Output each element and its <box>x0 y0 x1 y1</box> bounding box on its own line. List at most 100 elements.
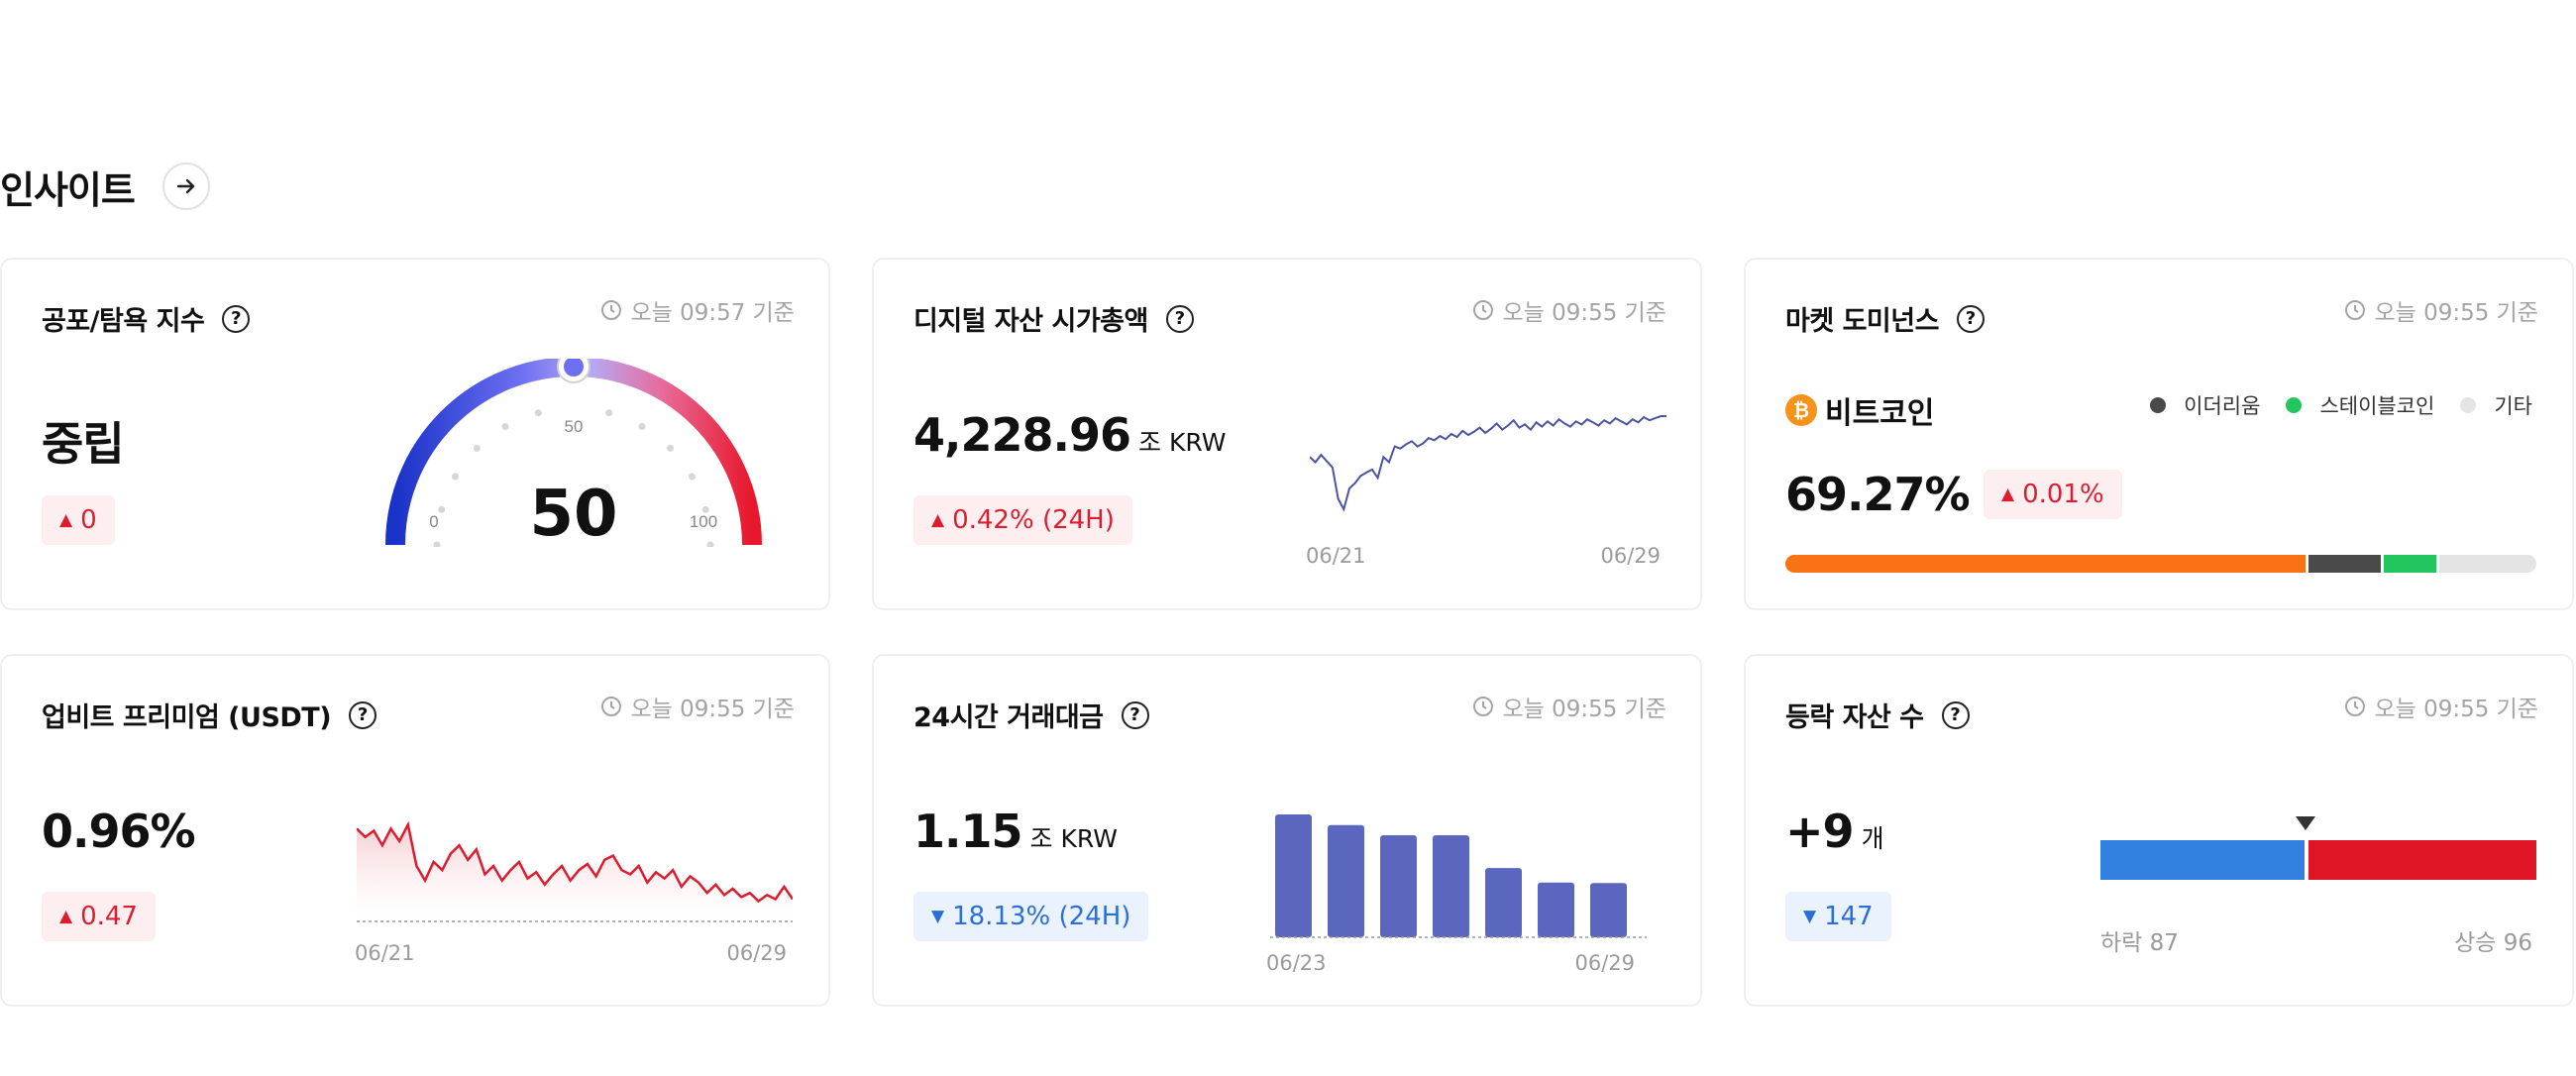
volume-bar <box>1380 835 1417 937</box>
legend-label-other: 기타 <box>2494 394 2532 418</box>
down-triangle-icon: ▼ <box>1803 907 1817 926</box>
timestamp: 오늘 09:57 기준 <box>600 293 795 327</box>
help-icon[interactable]: ? <box>1165 304 1194 333</box>
section-more-button[interactable] <box>161 162 210 210</box>
value-unit: 조 KRW <box>1029 824 1118 853</box>
help-icon[interactable]: ? <box>222 304 251 333</box>
help-icon[interactable]: ? <box>1941 700 1970 729</box>
timestamp: 오늘 09:55 기준 <box>2344 293 2538 327</box>
fear-greed-gauge: 50 0 100 50 <box>385 359 762 547</box>
updown-card[interactable]: 등락 자산 수 ? 오늘 09:55 기준 +9 개 ▼ 147 하락 87 상승… <box>1744 654 2574 1007</box>
gauge-knob-center <box>564 359 584 377</box>
dominance-segment <box>2306 555 2381 573</box>
market-cap-line-chart <box>1310 415 1666 512</box>
down-triangle-icon: ▼ <box>931 907 945 926</box>
arrow-right-icon <box>176 178 195 194</box>
help-icon[interactable]: ? <box>1956 304 1985 333</box>
gauge-dot <box>638 423 646 430</box>
x-axis-end-label: 06/29 <box>1574 951 1635 975</box>
value-unit: 개 <box>1861 824 1884 853</box>
legend-dot-other <box>2460 397 2477 413</box>
change-value: 0.47 <box>80 902 138 931</box>
dominance-segment <box>2435 555 2536 573</box>
updown-ratio-bar <box>2100 840 2536 880</box>
volume-bar <box>1328 824 1364 937</box>
legend-label-ethereum: 이더리움 <box>2184 394 2261 418</box>
premium-area-chart <box>357 820 793 922</box>
gauge-dot <box>501 423 509 430</box>
timestamp-text: 오늘 09:55 기준 <box>1502 697 1666 722</box>
fear-greed-card[interactable]: 공포/탐욕 지수 ? 오늘 09:57 기준 중립 ▲ 0 50 0 100 5… <box>0 258 830 610</box>
card-title: 공포/탐욕 지수 <box>42 306 205 337</box>
volume-card[interactable]: 24시간 거래대금 ? 오늘 09:55 기준 1.15 조 KRW ▼ 18.1… <box>872 654 1702 1007</box>
gauge-dot <box>689 473 696 481</box>
volume-bar <box>1590 883 1627 937</box>
up-triangle-icon: ▲ <box>931 510 945 530</box>
gauge-dot <box>667 444 675 452</box>
market-cap-card[interactable]: 디지털 자산 시가총액 ? 오늘 09:55 기준 4,228.96 조 KRW … <box>872 258 1702 610</box>
clock-icon <box>1473 697 1494 716</box>
dominance-value: 69.27% <box>1785 468 1971 521</box>
dominance-legend: 이더리움 스테이블코인 기타 <box>2150 390 2532 420</box>
card-title: 디지털 자산 시가총액 <box>913 306 1148 337</box>
premium-card[interactable]: 업비트 프리미엄 (USDT) ? 오늘 09:55 기준 0.96% ▲ 0.… <box>0 654 830 1007</box>
timestamp-text: 오늘 09:55 기준 <box>2374 697 2538 722</box>
change-badge: ▲ 0.01% <box>1984 470 2122 519</box>
gauge-dot <box>433 541 441 547</box>
timestamp: 오늘 09:55 기준 <box>600 690 795 723</box>
change-badge: ▼ 18.13% (24H) <box>913 892 1149 941</box>
card-header: 마켓 도미넌스 ? <box>1785 299 1985 338</box>
coin-name: 비트코인 <box>1825 396 1935 431</box>
value-number: 4,228.96 <box>913 408 1131 462</box>
dominance-card[interactable]: 마켓 도미넌스 ? 오늘 09:55 기준 ₿ 비트코인 이더리움 스테이블코인… <box>1744 258 2574 610</box>
clock-icon <box>2345 300 2366 320</box>
sentiment-status: 중립 <box>42 417 125 471</box>
gauge-dot <box>701 505 709 513</box>
gauge-tick-min: 0 <box>429 512 438 531</box>
dominance-segment <box>1785 555 2307 573</box>
card-title: 등락 자산 수 <box>1785 702 1924 733</box>
card-header: 디지털 자산 시가총액 ? <box>913 299 1194 338</box>
timestamp-text: 오늘 09:57 기준 <box>630 300 795 326</box>
legend-dot-ethereum <box>2150 397 2167 413</box>
card-title: 업비트 프리미엄 (USDT) <box>42 702 332 733</box>
down-count-label: 하락 87 <box>2100 930 2179 956</box>
clock-icon <box>601 300 622 320</box>
x-axis-end-label: 06/29 <box>726 941 787 965</box>
gauge-value: 50 <box>529 478 617 547</box>
card-header: 등락 자산 수 ? <box>1785 696 1970 734</box>
card-header: 업비트 프리미엄 (USDT) ? <box>42 696 377 734</box>
timestamp: 오늘 09:55 기준 <box>1472 690 1666 723</box>
balance-marker-icon <box>2296 816 2315 830</box>
clock-icon <box>601 697 622 716</box>
clock-icon <box>1473 300 1494 320</box>
up-segment <box>2308 840 2536 880</box>
x-axis-start-label: 06/21 <box>1306 544 1366 568</box>
timestamp: 오늘 09:55 기준 <box>1472 293 1666 327</box>
gauge-dot <box>473 444 481 452</box>
volume-bar <box>1275 814 1312 937</box>
help-icon[interactable]: ? <box>349 700 377 729</box>
timestamp: 오늘 09:55 기준 <box>2344 690 2538 723</box>
value-number: 1.15 <box>913 805 1022 858</box>
up-triangle-icon: ▲ <box>59 510 73 530</box>
help-icon[interactable]: ? <box>1121 700 1149 729</box>
gauge-tick-mid: 50 <box>565 417 584 436</box>
x-axis-start-label: 06/21 <box>355 941 415 965</box>
gauge-tick-max: 100 <box>690 512 717 531</box>
up-triangle-icon: ▲ <box>59 907 73 926</box>
gauge-dots <box>433 409 714 547</box>
premium-value: 0.96% <box>42 805 196 858</box>
updown-value: +9 개 <box>1785 805 1884 858</box>
card-title: 24시간 거래대금 <box>913 702 1104 733</box>
card-header: 24시간 거래대금 ? <box>913 696 1149 734</box>
premium-area-fill <box>357 824 793 921</box>
timestamp-text: 오늘 09:55 기준 <box>2374 300 2538 326</box>
change-badge: ▲ 0.47 <box>42 892 156 941</box>
gauge-dot <box>706 541 714 547</box>
clock-icon <box>2345 697 2366 716</box>
down-segment <box>2100 840 2305 880</box>
value-number: +9 <box>1785 805 1855 858</box>
market-cap-series-line <box>1310 415 1666 512</box>
change-value: 147 <box>1824 902 1874 931</box>
